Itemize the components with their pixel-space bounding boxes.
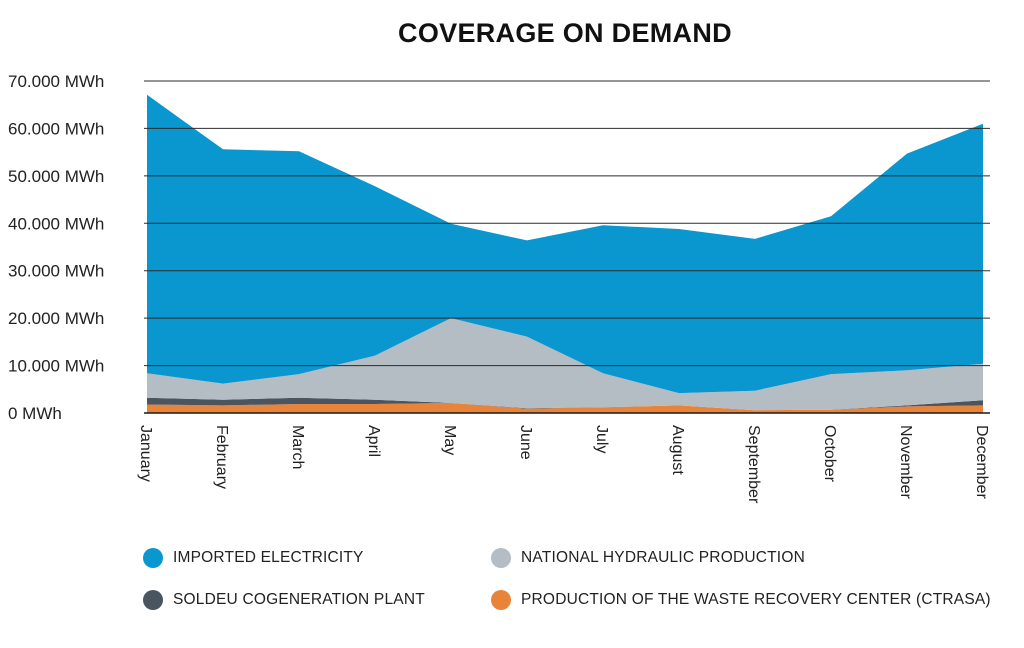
area-series-soldeu-cogeneration-plant — [147, 397, 983, 411]
x-tick-label: September — [745, 425, 762, 504]
y-tick-label: 50.000 MWh — [8, 167, 104, 186]
y-tick-label: 30.000 MWh — [8, 262, 104, 281]
x-tick-label: April — [365, 425, 382, 457]
y-tick-label: 20.000 MWh — [8, 309, 104, 328]
y-tick-label: 40.000 MWh — [8, 214, 104, 233]
x-tick-label: January — [137, 425, 154, 482]
y-tick-label: 10.000 MWh — [8, 357, 104, 376]
x-tick-label: May — [441, 425, 458, 455]
x-tick-label: October — [821, 425, 838, 483]
y-axis: 0 MWh 10.000 MWh 20.000 MWh 30.000 MWh 40.00… — [8, 72, 104, 423]
y-tick-label: 70.000 MWh — [8, 72, 104, 91]
x-tick-label: March — [289, 425, 306, 469]
x-tick-label: February — [213, 425, 230, 489]
area-series-national-hydraulic-production — [147, 318, 983, 411]
gridlines — [144, 80, 990, 414]
x-tick-label: November — [897, 425, 914, 499]
chart-title: COVERAGE ON DEMAND — [398, 18, 732, 48]
y-tick-label: 60.000 MWh — [8, 119, 104, 138]
area-series-imported-electricity — [147, 94, 983, 394]
x-tick-label: July — [593, 425, 610, 453]
x-axis: January February March April May June July Augu… — [137, 425, 990, 504]
x-tick-label: August — [669, 425, 686, 475]
x-tick-label: June — [517, 425, 534, 460]
y-tick-label: 0 MWh — [8, 404, 62, 423]
x-tick-label: December — [973, 425, 990, 499]
